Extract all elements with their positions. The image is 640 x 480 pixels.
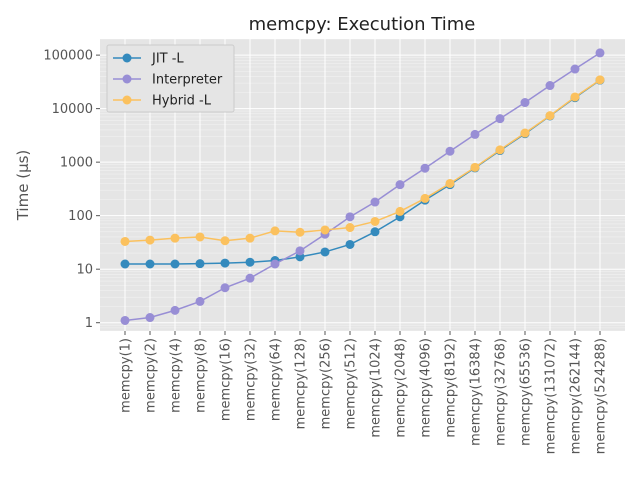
data-point: [545, 81, 555, 91]
data-point: [345, 239, 355, 249]
data-point: [520, 98, 530, 108]
data-point: [495, 114, 505, 124]
legend: JIT -L Interpreter Hybrid -L: [106, 44, 235, 113]
data-point: [170, 305, 180, 315]
x-tick-label: memcpy(65536): [519, 338, 534, 446]
x-tick-label: memcpy(256): [319, 338, 334, 429]
data-point: [245, 257, 255, 267]
data-point: [495, 145, 505, 155]
data-point: [120, 236, 130, 246]
x-tick-label: memcpy(512): [344, 338, 359, 429]
data-point: [445, 178, 455, 188]
data-point: [120, 315, 130, 325]
data-point: [170, 233, 180, 243]
x-tick-label: memcpy(2048): [394, 338, 409, 438]
legend-label: JIT -L: [151, 52, 184, 67]
chart-title: memcpy: Execution Time: [249, 14, 476, 35]
data-point: [470, 129, 480, 139]
data-point: [570, 64, 580, 74]
grid-layer: [96, 38, 625, 335]
x-tick-label: memcpy(4): [169, 338, 184, 413]
series-hybrid-l: [120, 75, 605, 246]
data-point: [220, 236, 230, 246]
data-point: [370, 227, 380, 237]
y-tick-label: 10000: [52, 102, 93, 117]
legend-entries: JIT -L Interpreter Hybrid -L: [113, 52, 223, 109]
data-point: [345, 212, 355, 222]
data-point: [245, 273, 255, 283]
data-point: [445, 146, 455, 156]
data-point: [145, 313, 155, 323]
data-point: [195, 232, 205, 242]
x-tick-label: memcpy(8192): [444, 338, 459, 438]
x-tick-label: memcpy(128): [294, 338, 309, 429]
x-tick-label: memcpy(8): [194, 338, 209, 413]
y-axis-title: Time (µs): [14, 150, 32, 222]
x-tick-label: memcpy(2): [144, 338, 159, 413]
x-tick-label: memcpy(16384): [469, 338, 484, 446]
x-tick-label: memcpy(1024): [369, 338, 384, 438]
data-point: [345, 223, 355, 233]
data-point: [195, 296, 205, 306]
y-tick-labels: 1 10 100 1000 10000 100000: [43, 49, 93, 332]
y-tick-label: 10: [76, 263, 93, 278]
data-point: [145, 235, 155, 245]
x-tick-label: memcpy(32): [244, 338, 259, 421]
x-tick-label: memcpy(32768): [494, 338, 509, 446]
data-point: [270, 259, 280, 269]
data-point: [395, 180, 405, 190]
data-point: [195, 259, 205, 269]
x-tick-label: memcpy(16): [219, 338, 234, 421]
data-point: [420, 193, 430, 203]
series-layer: [120, 48, 605, 325]
legend-frame: [106, 44, 235, 113]
y-tick-label: 1: [85, 316, 93, 331]
data-point: [395, 206, 405, 216]
x-tick-label: memcpy(1): [119, 338, 134, 413]
data-point: [470, 162, 480, 172]
legend-marker: [122, 53, 132, 63]
series-line: [124, 52, 601, 322]
data-point: [420, 163, 430, 173]
legend-label: Hybrid -L: [152, 94, 212, 109]
y-tick-label: 100: [68, 209, 93, 224]
data-point: [220, 258, 230, 268]
x-tick-label: memcpy(262144): [569, 338, 584, 454]
data-point: [370, 197, 380, 207]
data-point: [545, 111, 555, 121]
data-point: [220, 283, 230, 293]
x-tick-label: memcpy(131072): [544, 338, 559, 454]
x-tick-labels: memcpy(1) memcpy(2) memcpy(4) memcpy(8) memc…: [119, 338, 609, 454]
data-point: [595, 75, 605, 85]
data-point: [520, 128, 530, 138]
legend-marker: [122, 95, 132, 105]
data-point: [295, 227, 305, 237]
data-point: [320, 225, 330, 235]
data-point: [320, 247, 330, 257]
data-point: [270, 226, 280, 236]
legend-label: Interpreter: [152, 73, 223, 88]
y-tick-label: 1000: [60, 156, 93, 171]
y-tick-label: 100000: [43, 49, 93, 64]
data-point: [245, 233, 255, 243]
legend-marker: [122, 74, 132, 84]
data-point: [145, 259, 155, 269]
data-point: [370, 216, 380, 226]
x-tick-label: memcpy(64): [269, 338, 284, 421]
data-point: [595, 48, 605, 58]
data-point: [570, 92, 580, 102]
data-point: [120, 259, 130, 269]
x-tick-label: memcpy(4096): [419, 338, 434, 438]
x-tick-label: memcpy(524288): [594, 338, 609, 454]
data-point: [170, 259, 180, 269]
data-point: [295, 246, 305, 256]
